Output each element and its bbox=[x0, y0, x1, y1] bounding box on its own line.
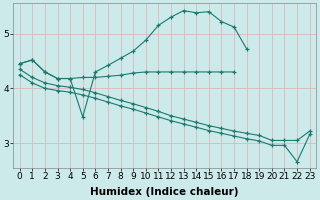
X-axis label: Humidex (Indice chaleur): Humidex (Indice chaleur) bbox=[91, 187, 239, 197]
